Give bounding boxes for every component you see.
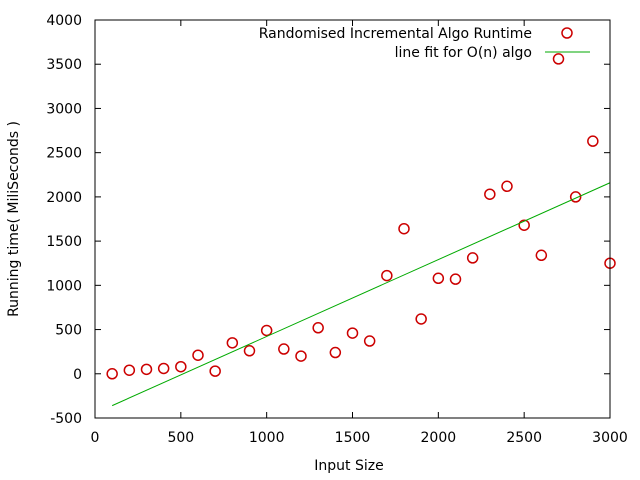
x-tick-label: 2500 bbox=[506, 430, 542, 446]
data-point bbox=[295, 350, 307, 362]
x-tick-label: 0 bbox=[91, 430, 100, 446]
ticks-layer: 0 500 1000 1500 2000 2500 3000 -500 0 500 1000 1500… bbox=[46, 13, 627, 446]
data-point bbox=[312, 322, 324, 334]
y-tick-label: 3500 bbox=[46, 57, 82, 73]
x-tick-label: 500 bbox=[167, 430, 194, 446]
y-tick-label: -500 bbox=[50, 411, 82, 427]
data-point bbox=[587, 135, 599, 147]
data-point bbox=[278, 343, 290, 355]
x-tick-label: 3000 bbox=[592, 430, 628, 446]
data-point bbox=[329, 346, 342, 359]
y-axis-label: Running time( MiliSeconds ) bbox=[6, 121, 22, 317]
data-point bbox=[466, 252, 479, 264]
x-axis-label: Input Size bbox=[314, 458, 383, 474]
data-point bbox=[415, 313, 427, 325]
data-point bbox=[432, 272, 445, 285]
data-point bbox=[363, 335, 376, 347]
data-point bbox=[140, 363, 153, 376]
series-layer bbox=[106, 53, 616, 407]
data-point bbox=[123, 364, 136, 376]
data-point bbox=[552, 53, 565, 65]
data-point bbox=[381, 269, 393, 282]
y-tick-label: 1500 bbox=[46, 234, 82, 250]
x-tick-label: 1000 bbox=[249, 430, 285, 446]
plot-frame bbox=[94, 19, 611, 419]
data-point bbox=[226, 337, 239, 349]
data-point bbox=[569, 191, 582, 203]
data-point bbox=[535, 249, 548, 262]
y-tick-label: 0 bbox=[73, 367, 82, 383]
data-point bbox=[449, 273, 462, 285]
data-point bbox=[346, 327, 359, 339]
data-point bbox=[518, 219, 530, 231]
data-point bbox=[484, 188, 496, 200]
y-tick-label: 2000 bbox=[46, 190, 82, 206]
legend: Randomised Incremental Algo Runtime line … bbox=[259, 26, 590, 61]
legend-label: Randomised Incremental Algo Runtime bbox=[259, 26, 532, 42]
y-tick-label: 3000 bbox=[46, 101, 82, 117]
x-tick-label: 1500 bbox=[335, 430, 371, 446]
data-point bbox=[175, 360, 187, 373]
x-tick-label: 2000 bbox=[421, 430, 457, 446]
data-point bbox=[192, 349, 204, 361]
legend-label: line fit for O(n) algo bbox=[395, 45, 532, 61]
legend-marker-swatch bbox=[561, 27, 573, 39]
data-point bbox=[260, 324, 273, 337]
fit-line bbox=[111, 182, 611, 407]
data-point bbox=[501, 180, 513, 193]
data-point bbox=[398, 222, 410, 235]
y-tick-label: 4000 bbox=[46, 13, 82, 29]
y-tick-label: 500 bbox=[55, 323, 82, 339]
data-point bbox=[106, 368, 118, 380]
data-point bbox=[209, 365, 221, 377]
data-point bbox=[243, 345, 256, 357]
data-point bbox=[157, 362, 170, 375]
y-tick-label: 2500 bbox=[46, 146, 82, 162]
y-tick-label: 1000 bbox=[46, 278, 82, 294]
